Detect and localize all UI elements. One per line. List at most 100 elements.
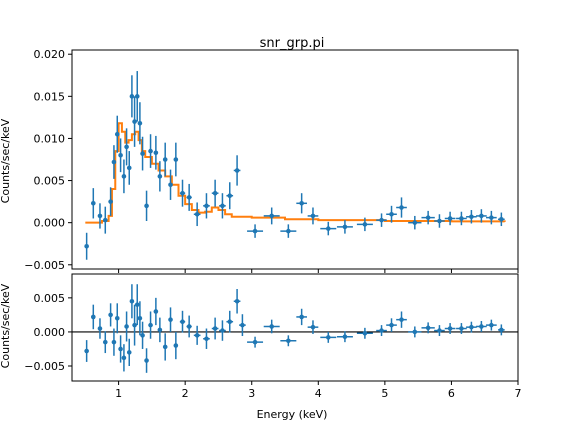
data-point <box>296 193 307 214</box>
data-point <box>102 206 108 234</box>
point-marker <box>269 213 275 219</box>
data-point <box>102 331 108 354</box>
x-tick-label: 2 <box>182 387 189 400</box>
y-axis-label: Counts/sec/keV <box>0 118 12 203</box>
y-axis-ticks: 0.020 0.015 0.010 0.005 0.000 −0.005 <box>24 48 519 273</box>
point-marker <box>121 355 127 361</box>
data-point <box>336 331 353 343</box>
point-marker <box>234 168 240 173</box>
point-marker <box>399 205 404 210</box>
point-marker <box>362 222 368 227</box>
data-point <box>486 210 497 225</box>
point-marker <box>140 151 145 156</box>
data-point <box>376 213 387 227</box>
data-point <box>356 327 373 339</box>
data-point <box>498 324 505 336</box>
point-marker <box>157 174 163 179</box>
x-tick-label: 7 <box>515 387 522 400</box>
point-marker <box>194 211 200 217</box>
point-marker <box>173 343 179 348</box>
data-point <box>219 193 226 219</box>
data-point <box>140 136 145 171</box>
point-marker <box>153 309 159 314</box>
point-marker <box>362 330 368 336</box>
x-tick-label: 5 <box>381 387 388 400</box>
data-point <box>168 169 173 200</box>
point-marker <box>325 226 331 231</box>
data-point <box>162 142 168 177</box>
point-marker <box>126 350 132 355</box>
data-point <box>247 224 264 238</box>
point-marker <box>425 215 431 220</box>
point-marker <box>499 217 504 222</box>
residuals-panel: Counts/sec/keV Energy (keV) 0.005 0.000 −0… <box>0 273 522 421</box>
point-marker <box>180 319 185 325</box>
point-marker <box>129 94 135 99</box>
data-point <box>263 319 280 334</box>
data-point <box>132 304 137 346</box>
point-marker <box>204 336 209 342</box>
point-marker <box>412 220 418 225</box>
data-point <box>148 134 153 168</box>
data-point <box>226 310 234 333</box>
y-tick-label: 0.010 <box>34 132 66 145</box>
data-point <box>193 325 201 345</box>
data-point <box>186 315 192 338</box>
data-point <box>134 284 140 326</box>
point-marker <box>437 328 442 333</box>
point-marker <box>489 322 494 328</box>
data-point <box>173 331 179 360</box>
point-marker <box>186 324 192 329</box>
point-marker <box>91 314 96 320</box>
point-marker <box>299 314 304 320</box>
point-marker <box>137 120 143 126</box>
data-point <box>263 207 280 225</box>
x-axis-label: Energy (keV) <box>257 408 328 421</box>
data-point <box>396 311 407 328</box>
point-marker <box>111 159 117 165</box>
point-marker <box>389 211 394 217</box>
point-marker <box>310 324 316 330</box>
point-marker <box>144 203 149 209</box>
data-point <box>179 179 186 207</box>
data-point <box>336 220 353 234</box>
data-point <box>476 321 487 332</box>
y-tick-label: −0.005 <box>24 360 65 373</box>
data-point <box>386 205 397 223</box>
point-marker <box>134 302 140 307</box>
point-marker <box>447 326 453 331</box>
data-point <box>114 303 120 334</box>
y-tick-label: 0.020 <box>34 48 66 61</box>
data-point <box>320 331 337 343</box>
point-marker <box>220 203 225 209</box>
point-marker <box>84 348 89 354</box>
point-marker <box>310 213 316 219</box>
data-point <box>386 318 397 332</box>
data-point <box>211 179 219 207</box>
point-marker <box>148 148 153 154</box>
data-point <box>498 212 505 227</box>
data-point <box>376 325 387 337</box>
data-point <box>157 161 163 192</box>
data-point <box>118 138 123 173</box>
data-point <box>140 321 145 349</box>
data-point <box>444 323 456 334</box>
data-point <box>132 96 137 147</box>
point-marker <box>108 312 113 318</box>
data-point <box>179 310 186 333</box>
point-marker <box>129 298 135 304</box>
point-marker <box>342 334 348 340</box>
residuals-y-axis-label: Counts/sec/keV <box>0 283 12 368</box>
point-marker <box>227 319 233 325</box>
data-point <box>193 202 201 227</box>
data-point <box>121 344 127 372</box>
point-marker <box>459 216 464 221</box>
y-tick-label: −0.005 <box>24 259 65 272</box>
point-marker <box>102 339 108 345</box>
spectrum-panel: snr_grp.pi Counts/sec/keV 0.020 0.015 0.01… <box>0 36 519 273</box>
point-marker <box>212 326 218 331</box>
residuals-plot-frame <box>71 273 519 382</box>
point-marker <box>124 144 129 150</box>
plot-frame <box>71 49 519 270</box>
